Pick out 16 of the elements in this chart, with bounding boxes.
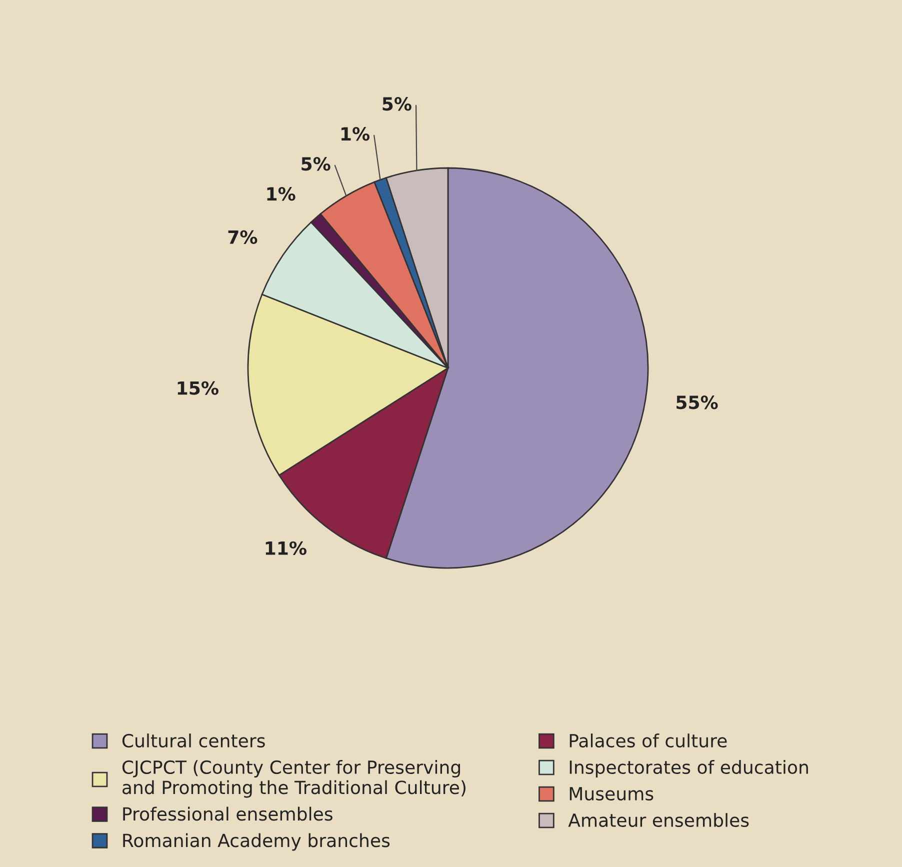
legend-label: Professional ensembles — [123, 806, 332, 821]
data-label: 7% — [228, 230, 258, 244]
legend-label: Amateur ensembles — [568, 813, 749, 828]
data-label: 55% — [676, 396, 718, 410]
data-label: 1% — [341, 127, 370, 141]
data-label: 15% — [178, 381, 218, 395]
data-label: 1% — [267, 187, 296, 201]
data-label: 5% — [302, 157, 330, 171]
legend-label: Inspectorates of education — [570, 760, 808, 778]
legend-label: Cultural centers — [122, 734, 265, 748]
legend-label: Romanian Academy branches — [123, 833, 390, 851]
legend-label: CJCPCT (County Center for Preserving and Promoting the Traditional Culture) — [122, 760, 466, 798]
legend-label: Museums — [570, 787, 654, 801]
data-label: 5% — [382, 97, 412, 111]
legend-label: Palaces of culture — [570, 734, 727, 748]
data-label: 11% — [266, 541, 306, 555]
